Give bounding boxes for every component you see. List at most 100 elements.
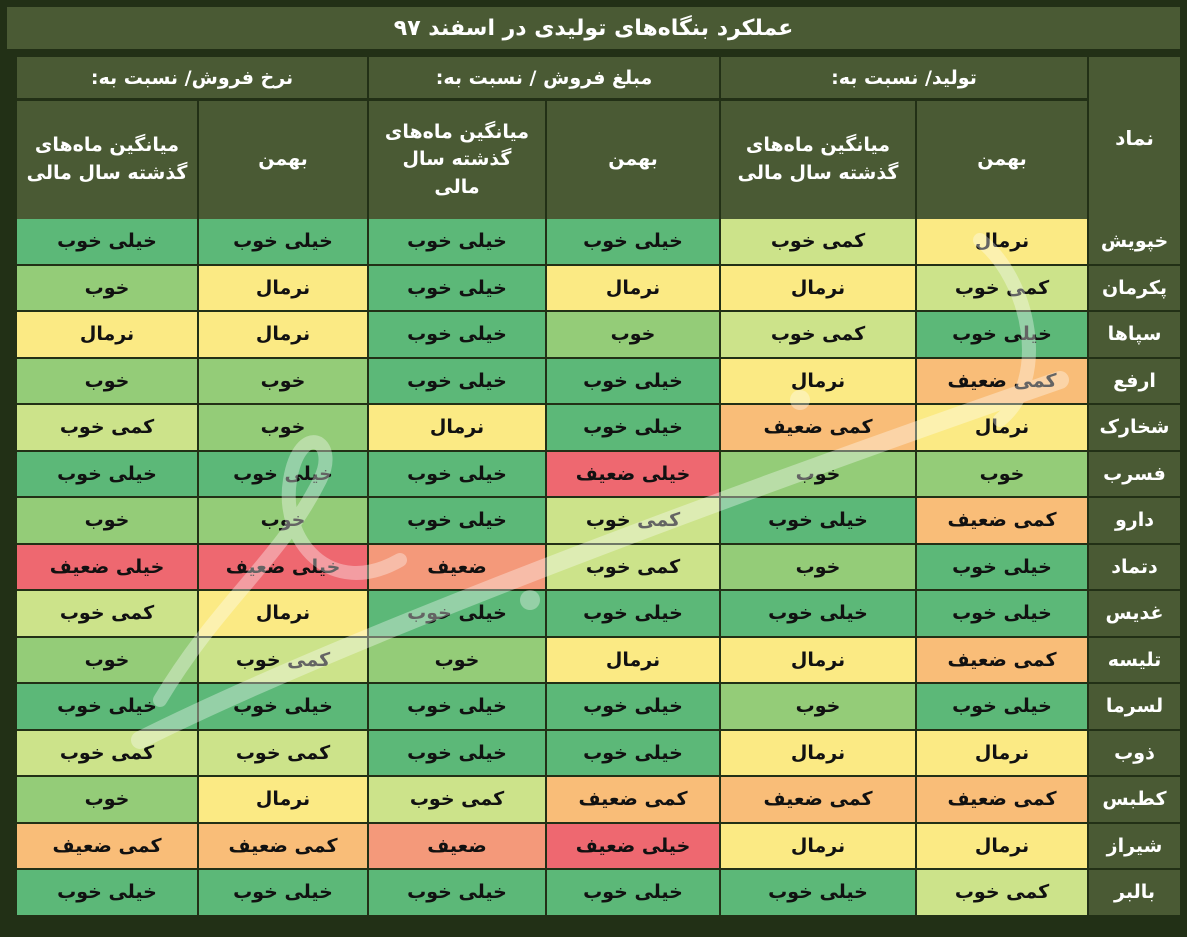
sub-header-line2: گذشته سال مالی: [737, 162, 899, 184]
production-avg-cell: نرمال: [721, 265, 915, 312]
sub-header-label: بهمن: [258, 148, 308, 171]
sales-rate-bahman-cell: خیلی خوب: [199, 870, 367, 917]
sales-amount-avg-cell: خیلی خوب: [369, 265, 545, 312]
sales-rate-bahman-cell: خیلی خوب: [199, 219, 367, 266]
sales-amount-avg-cell: خیلی خوب: [369, 591, 545, 638]
production-bahman-cell: خیلی خوب: [917, 684, 1087, 731]
sub-header-line1: میانگین ماه‌های: [384, 120, 530, 143]
sales-amount-bahman-cell: کمی خوب: [547, 544, 719, 591]
row-symbol: ذوب: [1089, 730, 1180, 777]
row-symbol: سپاها: [1089, 312, 1180, 359]
sales-rate-bahman-cell: نرمال: [199, 777, 367, 824]
production-bahman-cell: کمی ضعیف: [917, 777, 1087, 824]
production-avg-cell: نرمال: [721, 730, 915, 777]
sales-rate-avg-cell: خیلی خوب: [17, 219, 197, 266]
production-avg-cell: خیلی خوب: [721, 498, 915, 545]
row-symbol: پکرمان: [1089, 265, 1180, 312]
sales-amount-bahman-cell: خوب: [547, 312, 719, 359]
sales-rate-avg-cell: خوب: [17, 498, 197, 545]
sales-rate-bahman-cell: خیلی خوب: [199, 684, 367, 731]
production-bahman-cell: کمی ضعیف: [917, 498, 1087, 545]
sales-amount-bahman-cell: خیلی ضعیف: [547, 451, 719, 498]
sales-amount-avg-cell: خیلی خوب: [369, 498, 545, 545]
production-avg-header: میانگین ماه‌های گذشته سال مالی: [721, 101, 915, 219]
sales-amount-avg-cell: خیلی خوب: [369, 684, 545, 731]
sales-rate-bahman-cell: خیلی خوب: [199, 451, 367, 498]
sales-amount-bahman-cell: نرمال: [547, 637, 719, 684]
sales-rate-avg-cell: کمی ضعیف: [17, 823, 197, 870]
sales-rate-bahman-cell: خیلی ضعیف: [199, 544, 367, 591]
sales-rate-avg-cell: خیلی ضعیف: [17, 544, 197, 591]
row-symbol: لسرما: [1089, 684, 1180, 731]
sales-rate-bahman-cell: نرمال: [199, 312, 367, 359]
sales-rate-group-header: نرخ فروش/ نسبت به:: [17, 57, 367, 98]
sales-rate-avg-cell: کمی خوب: [17, 730, 197, 777]
production-avg-cell: کمی خوب: [721, 219, 915, 266]
sales-rate-avg-cell: خوب: [17, 358, 197, 405]
sales-amount-bahman-cell: خیلی خوب: [547, 358, 719, 405]
sales-rate-avg-cell: خیلی خوب: [17, 684, 197, 731]
row-symbol: دتماد: [1089, 544, 1180, 591]
production-avg-cell: خوب: [721, 684, 915, 731]
production-bahman-cell: خیلی خوب: [917, 312, 1087, 359]
production-avg-cell: خوب: [721, 451, 915, 498]
symbol-header: نماد: [1089, 57, 1180, 219]
production-bahman-cell: خیلی خوب: [917, 591, 1087, 638]
sales-rate-bahman-cell: نرمال: [199, 265, 367, 312]
sales-rate-bahman-cell: خوب: [199, 358, 367, 405]
sales-amount-avg-cell: خیلی خوب: [369, 730, 545, 777]
row-symbol: شیراز: [1089, 823, 1180, 870]
sales-amount-avg-cell: خیلی خوب: [369, 870, 545, 917]
row-symbol: غدیس: [1089, 591, 1180, 638]
row-symbol: فسرب: [1089, 451, 1180, 498]
sales-rate-avg-cell: نرمال: [17, 312, 197, 359]
sales-amount-avg-cell: نرمال: [369, 405, 545, 452]
sales-amount-bahman-header: بهمن: [547, 101, 719, 219]
sales-rate-avg-cell: خوب: [17, 265, 197, 312]
sales-amount-avg-cell: خیلی خوب: [369, 358, 545, 405]
header-divider: [17, 98, 1087, 101]
production-avg-cell: خیلی خوب: [721, 870, 915, 917]
production-avg-cell: کمی ضعیف: [721, 777, 915, 824]
sales-amount-bahman-cell: خیلی ضعیف: [547, 823, 719, 870]
sales-rate-avg-cell: خوب: [17, 777, 197, 824]
sales-amount-avg-cell: ضعیف: [369, 544, 545, 591]
row-symbol: تلیسه: [1089, 637, 1180, 684]
production-bahman-cell: کمی ضعیف: [917, 358, 1087, 405]
sales-amount-avg-cell: خیلی خوب: [369, 451, 545, 498]
sub-header-line2: گذشته سال مالی: [402, 148, 512, 198]
production-avg-cell: نرمال: [721, 823, 915, 870]
sales-rate-bahman-cell: خوب: [199, 405, 367, 452]
sub-header-label: بهمن: [977, 148, 1027, 171]
sales-rate-avg-cell: خیلی خوب: [17, 870, 197, 917]
sales-rate-avg-cell: کمی خوب: [17, 591, 197, 638]
production-bahman-cell: نرمال: [917, 730, 1087, 777]
production-bahman-cell: خیلی خوب: [917, 544, 1087, 591]
row-symbol: شخارک: [1089, 405, 1180, 452]
sales-amount-bahman-cell: خیلی خوب: [547, 730, 719, 777]
row-symbol: کطبس: [1089, 777, 1180, 824]
production-bahman-cell: نرمال: [917, 405, 1087, 452]
sales-rate-avg-cell: خیلی خوب: [17, 451, 197, 498]
sales-amount-bahman-cell: خیلی خوب: [547, 405, 719, 452]
row-symbol: بالبر: [1089, 870, 1180, 917]
sales-amount-group-header: مبلغ فروش / نسبت به:: [369, 57, 719, 98]
row-symbol: خپویش: [1089, 219, 1180, 266]
production-avg-cell: خیلی خوب: [721, 591, 915, 638]
performance-table: نماد تولید/ نسبت به: مبلغ فروش / نسبت به…: [7, 57, 1180, 931]
row-symbol: دارو: [1089, 498, 1180, 545]
sales-amount-bahman-cell: خیلی خوب: [547, 591, 719, 638]
production-avg-cell: نرمال: [721, 358, 915, 405]
sales-amount-avg-cell: خیلی خوب: [369, 219, 545, 266]
sales-rate-bahman-cell: کمی خوب: [199, 637, 367, 684]
sub-header-line1: میانگین ماه‌های: [34, 134, 180, 157]
table-title: عملکرد بنگاه‌های تولیدی در اسفند ۹۷: [7, 7, 1180, 49]
production-bahman-header: بهمن: [917, 101, 1087, 219]
sub-header-line2: گذشته سال مالی: [26, 162, 188, 184]
sales-amount-bahman-cell: خیلی خوب: [547, 219, 719, 266]
sales-rate-bahman-cell: خوب: [199, 498, 367, 545]
sales-rate-bahman-cell: نرمال: [199, 591, 367, 638]
production-avg-cell: کمی ضعیف: [721, 405, 915, 452]
sales-rate-bahman-header: بهمن: [199, 101, 367, 219]
